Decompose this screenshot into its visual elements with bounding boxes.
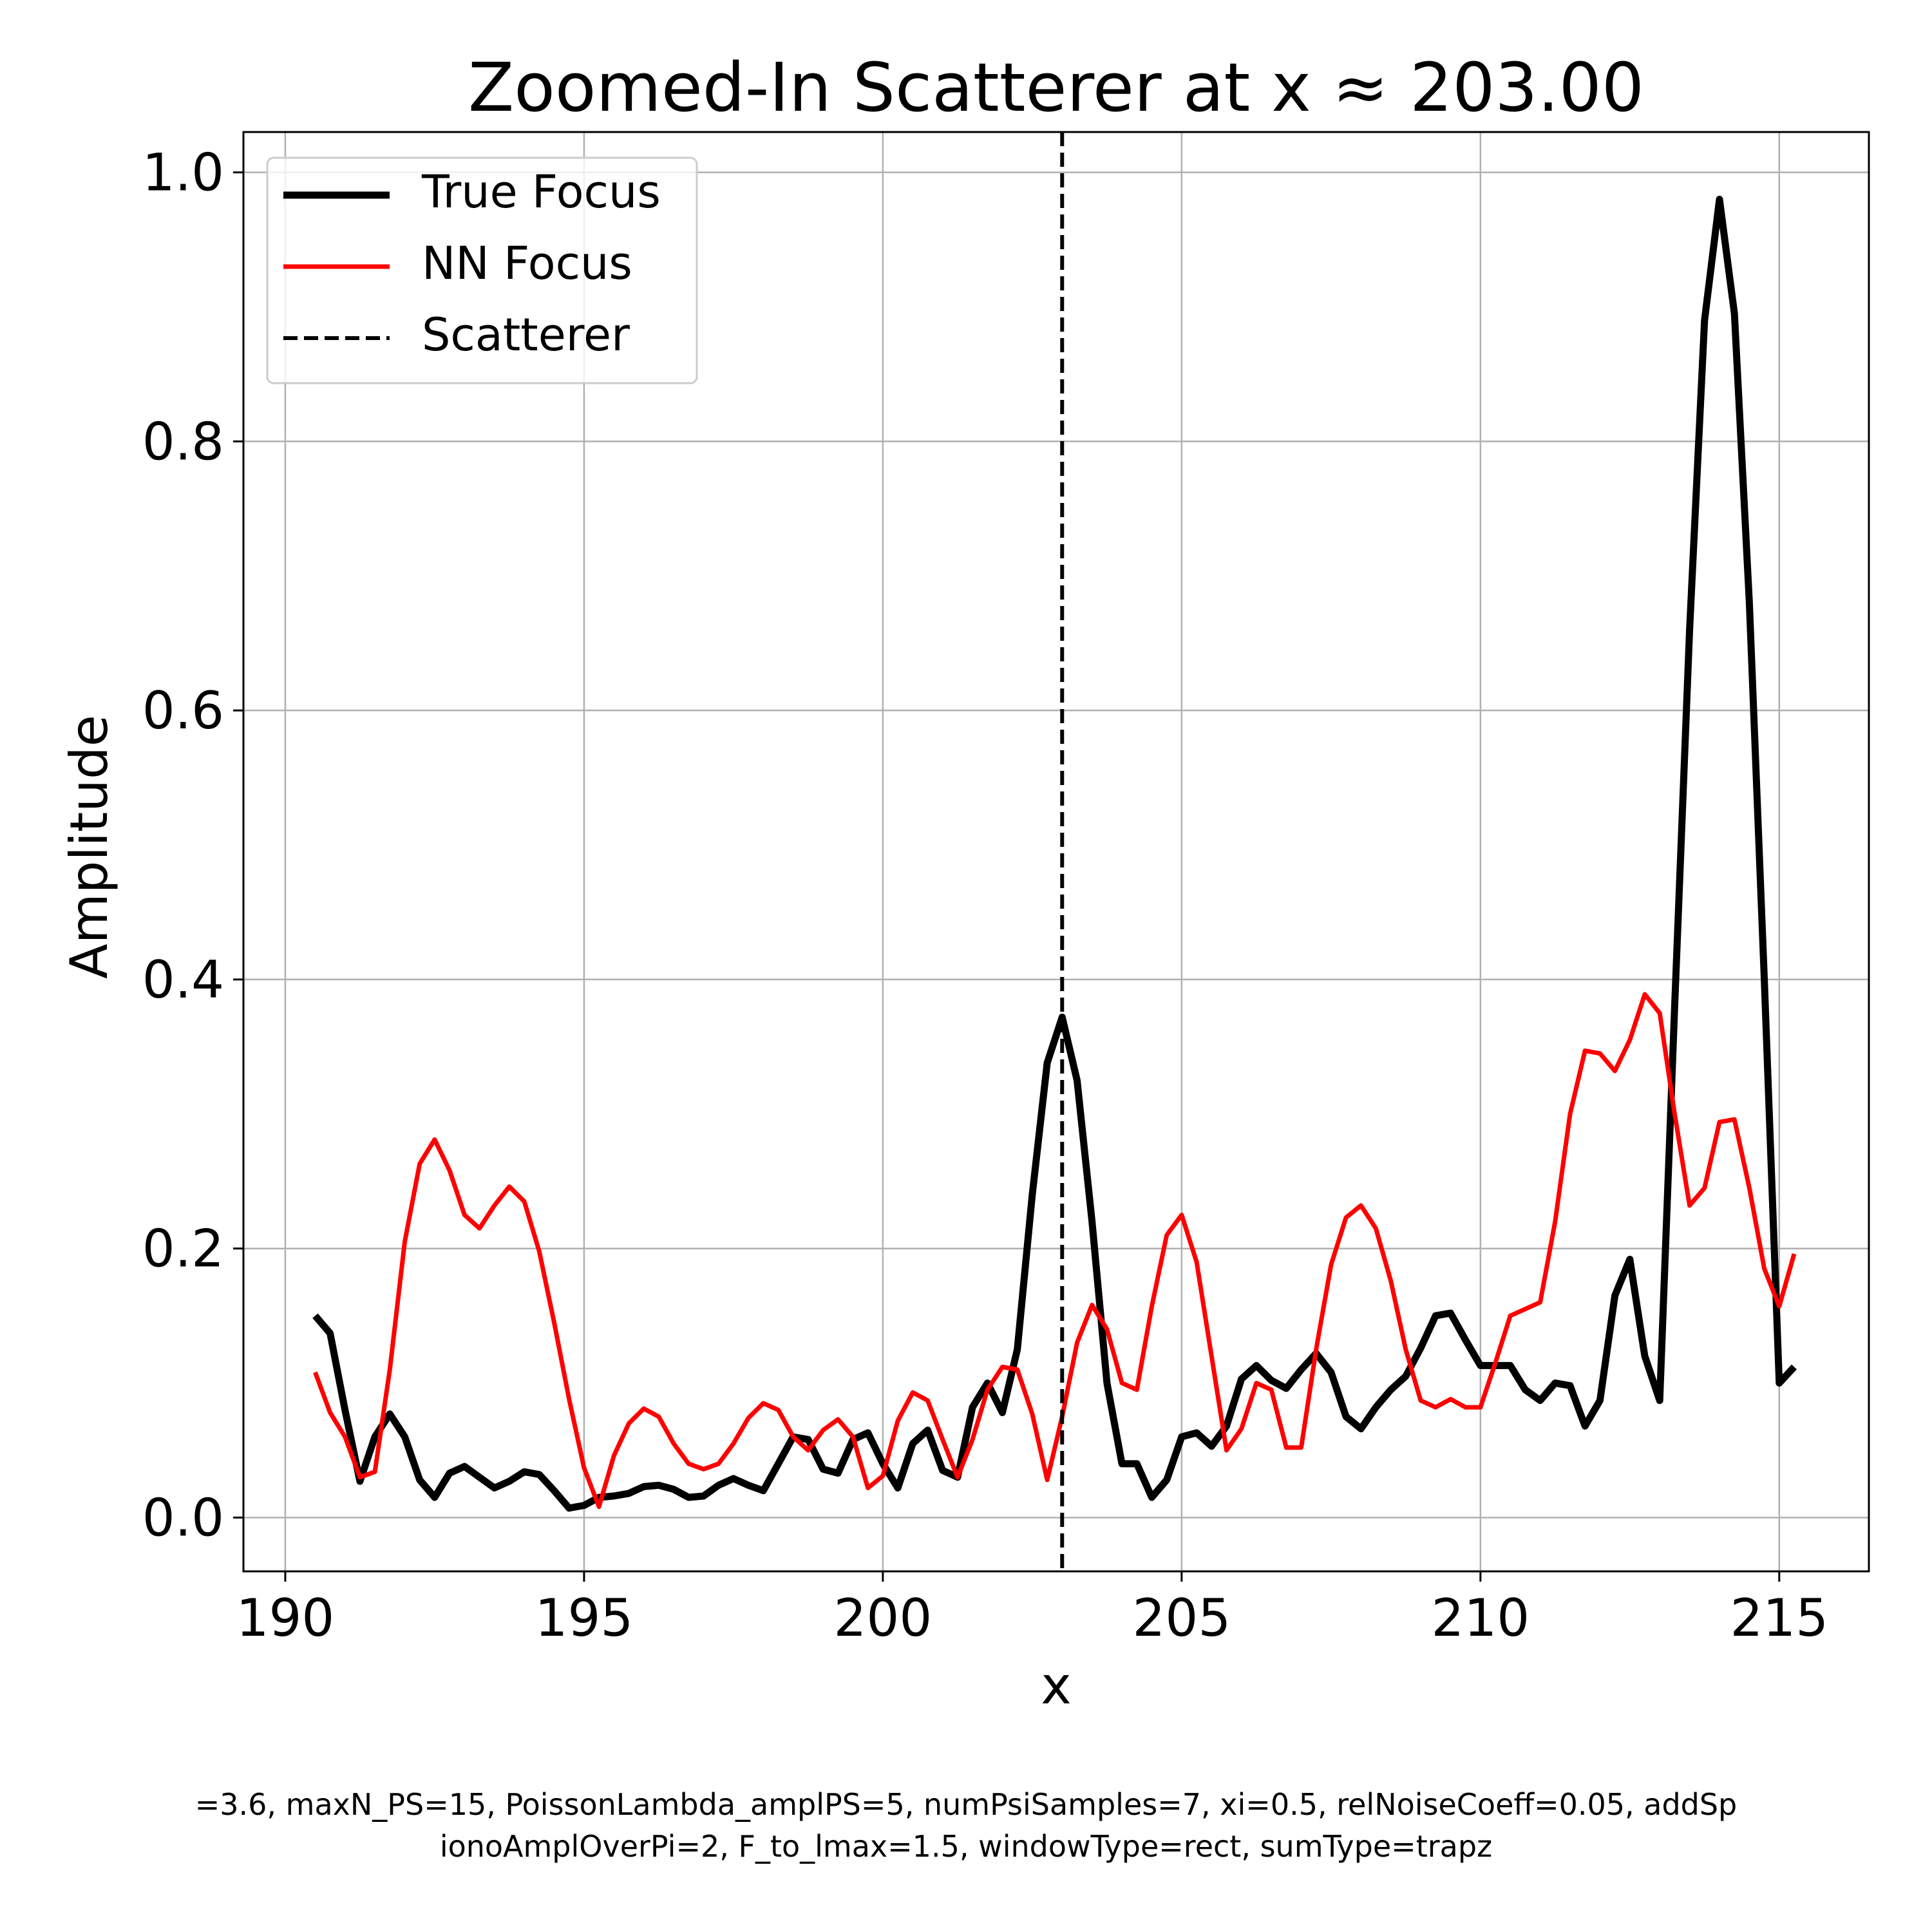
- legend-box: [266, 156, 698, 384]
- line-chart: Zoomed-In Scatterer at x ≈ 203.00 190 195…: [59, 48, 1870, 1716]
- true-focus-line: [312, 195, 1797, 1512]
- x-tick-label: 200: [834, 1588, 933, 1648]
- x-tick-label: 210: [1431, 1588, 1530, 1648]
- legend-label-nn-focus: NN Focus: [422, 237, 632, 290]
- plot-frame: [242, 131, 1870, 1573]
- legend-label-true-focus: True Focus: [421, 166, 661, 218]
- x-tick-label: 190: [236, 1588, 335, 1648]
- series-layer: [312, 132, 1797, 1571]
- y-tick-label: 0.6: [142, 681, 224, 741]
- chart-title: Zoomed-In Scatterer at x ≈ 203.00: [468, 48, 1644, 127]
- y-tick-label: 0.0: [142, 1488, 224, 1548]
- legend-label-scatterer: Scatterer: [422, 308, 630, 361]
- y-tick-label: 0.2: [142, 1219, 224, 1279]
- y-axis-label: Amplitude: [59, 715, 119, 979]
- nn-focus-line: [313, 992, 1797, 1510]
- y-tick-label: 0.8: [142, 412, 224, 471]
- axis-ticks: 190 195 200 205 210 215 0.0 0.2 0.4 0.6 0.8 1.0: [142, 143, 1828, 1648]
- x-tick-label: 215: [1730, 1588, 1828, 1648]
- footer-params-line-2: ionoAmplOverPi=2, F_to_lmax=1.5, windowT…: [439, 1829, 1493, 1864]
- x-axis-label: x: [1041, 1656, 1071, 1716]
- x-tick-label: 195: [535, 1588, 634, 1648]
- legend: True Focus NN Focus Scatterer: [266, 156, 698, 384]
- y-tick-label: 0.4: [142, 950, 224, 1010]
- x-tick-label: 205: [1133, 1588, 1231, 1648]
- y-tick-label: 1.0: [142, 143, 224, 203]
- footer-params-line-1: =3.6, maxN_PS=15, PoissonLambda_amplPS=5…: [194, 1787, 1738, 1822]
